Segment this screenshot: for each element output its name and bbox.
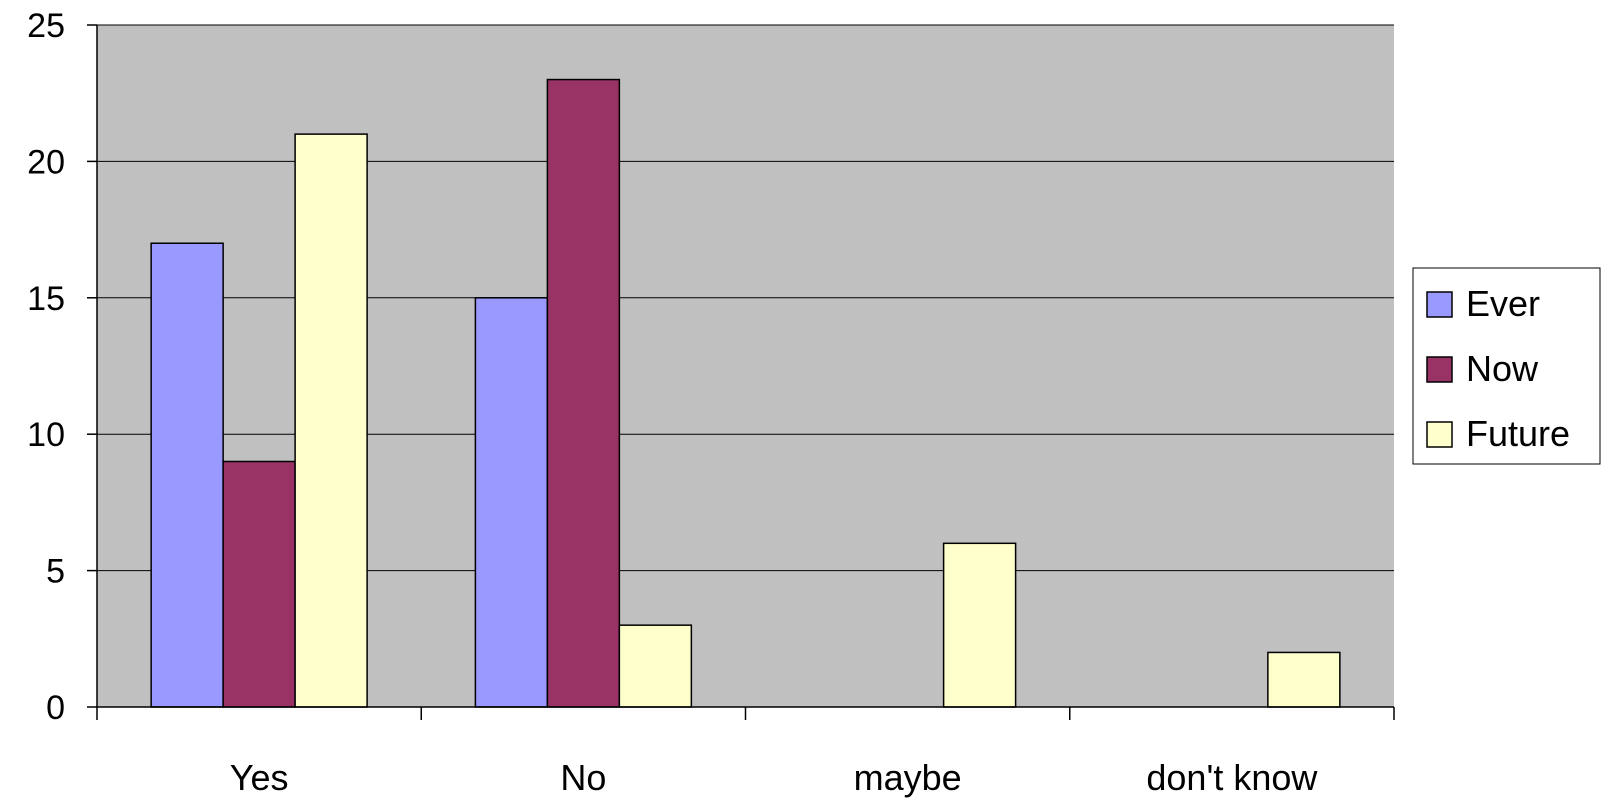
- x-category-label: don't know: [1146, 757, 1318, 798]
- bar-ever-no: [474, 297, 549, 708]
- legend-swatch: [1426, 356, 1453, 383]
- legend-label: Future: [1466, 413, 1570, 454]
- y-tick-label: 10: [27, 416, 65, 454]
- y-tick-label: 5: [46, 553, 65, 591]
- bar-ever-yes: [150, 242, 224, 708]
- legend-label: Now: [1466, 348, 1539, 389]
- y-tick-label: 20: [27, 143, 65, 181]
- y-tick-label: 25: [27, 7, 65, 45]
- x-axis-ticks: Yes No maybe don't know: [96, 707, 1395, 798]
- bar-now-no: [546, 78, 621, 708]
- bars: [150, 78, 1341, 708]
- x-category-label: Yes: [230, 757, 289, 798]
- bar-future-no: [618, 624, 693, 708]
- legend: Ever Now Future: [1412, 267, 1601, 465]
- bar-future-yes: [294, 133, 368, 708]
- x-category-label: No: [560, 757, 606, 798]
- x-category-label: maybe: [854, 757, 962, 798]
- legend-swatch: [1426, 421, 1453, 448]
- legend-swatch: [1426, 291, 1453, 318]
- y-tick-label: 0: [46, 689, 65, 727]
- y-axis-ticks: 0 5 10 15 20 25: [27, 7, 97, 727]
- y-tick-label: 15: [27, 280, 65, 318]
- bar-future-don-t-know: [1267, 651, 1341, 708]
- bar-future-maybe: [942, 542, 1017, 708]
- bar-now-yes: [222, 460, 296, 708]
- legend-label: Ever: [1466, 283, 1540, 324]
